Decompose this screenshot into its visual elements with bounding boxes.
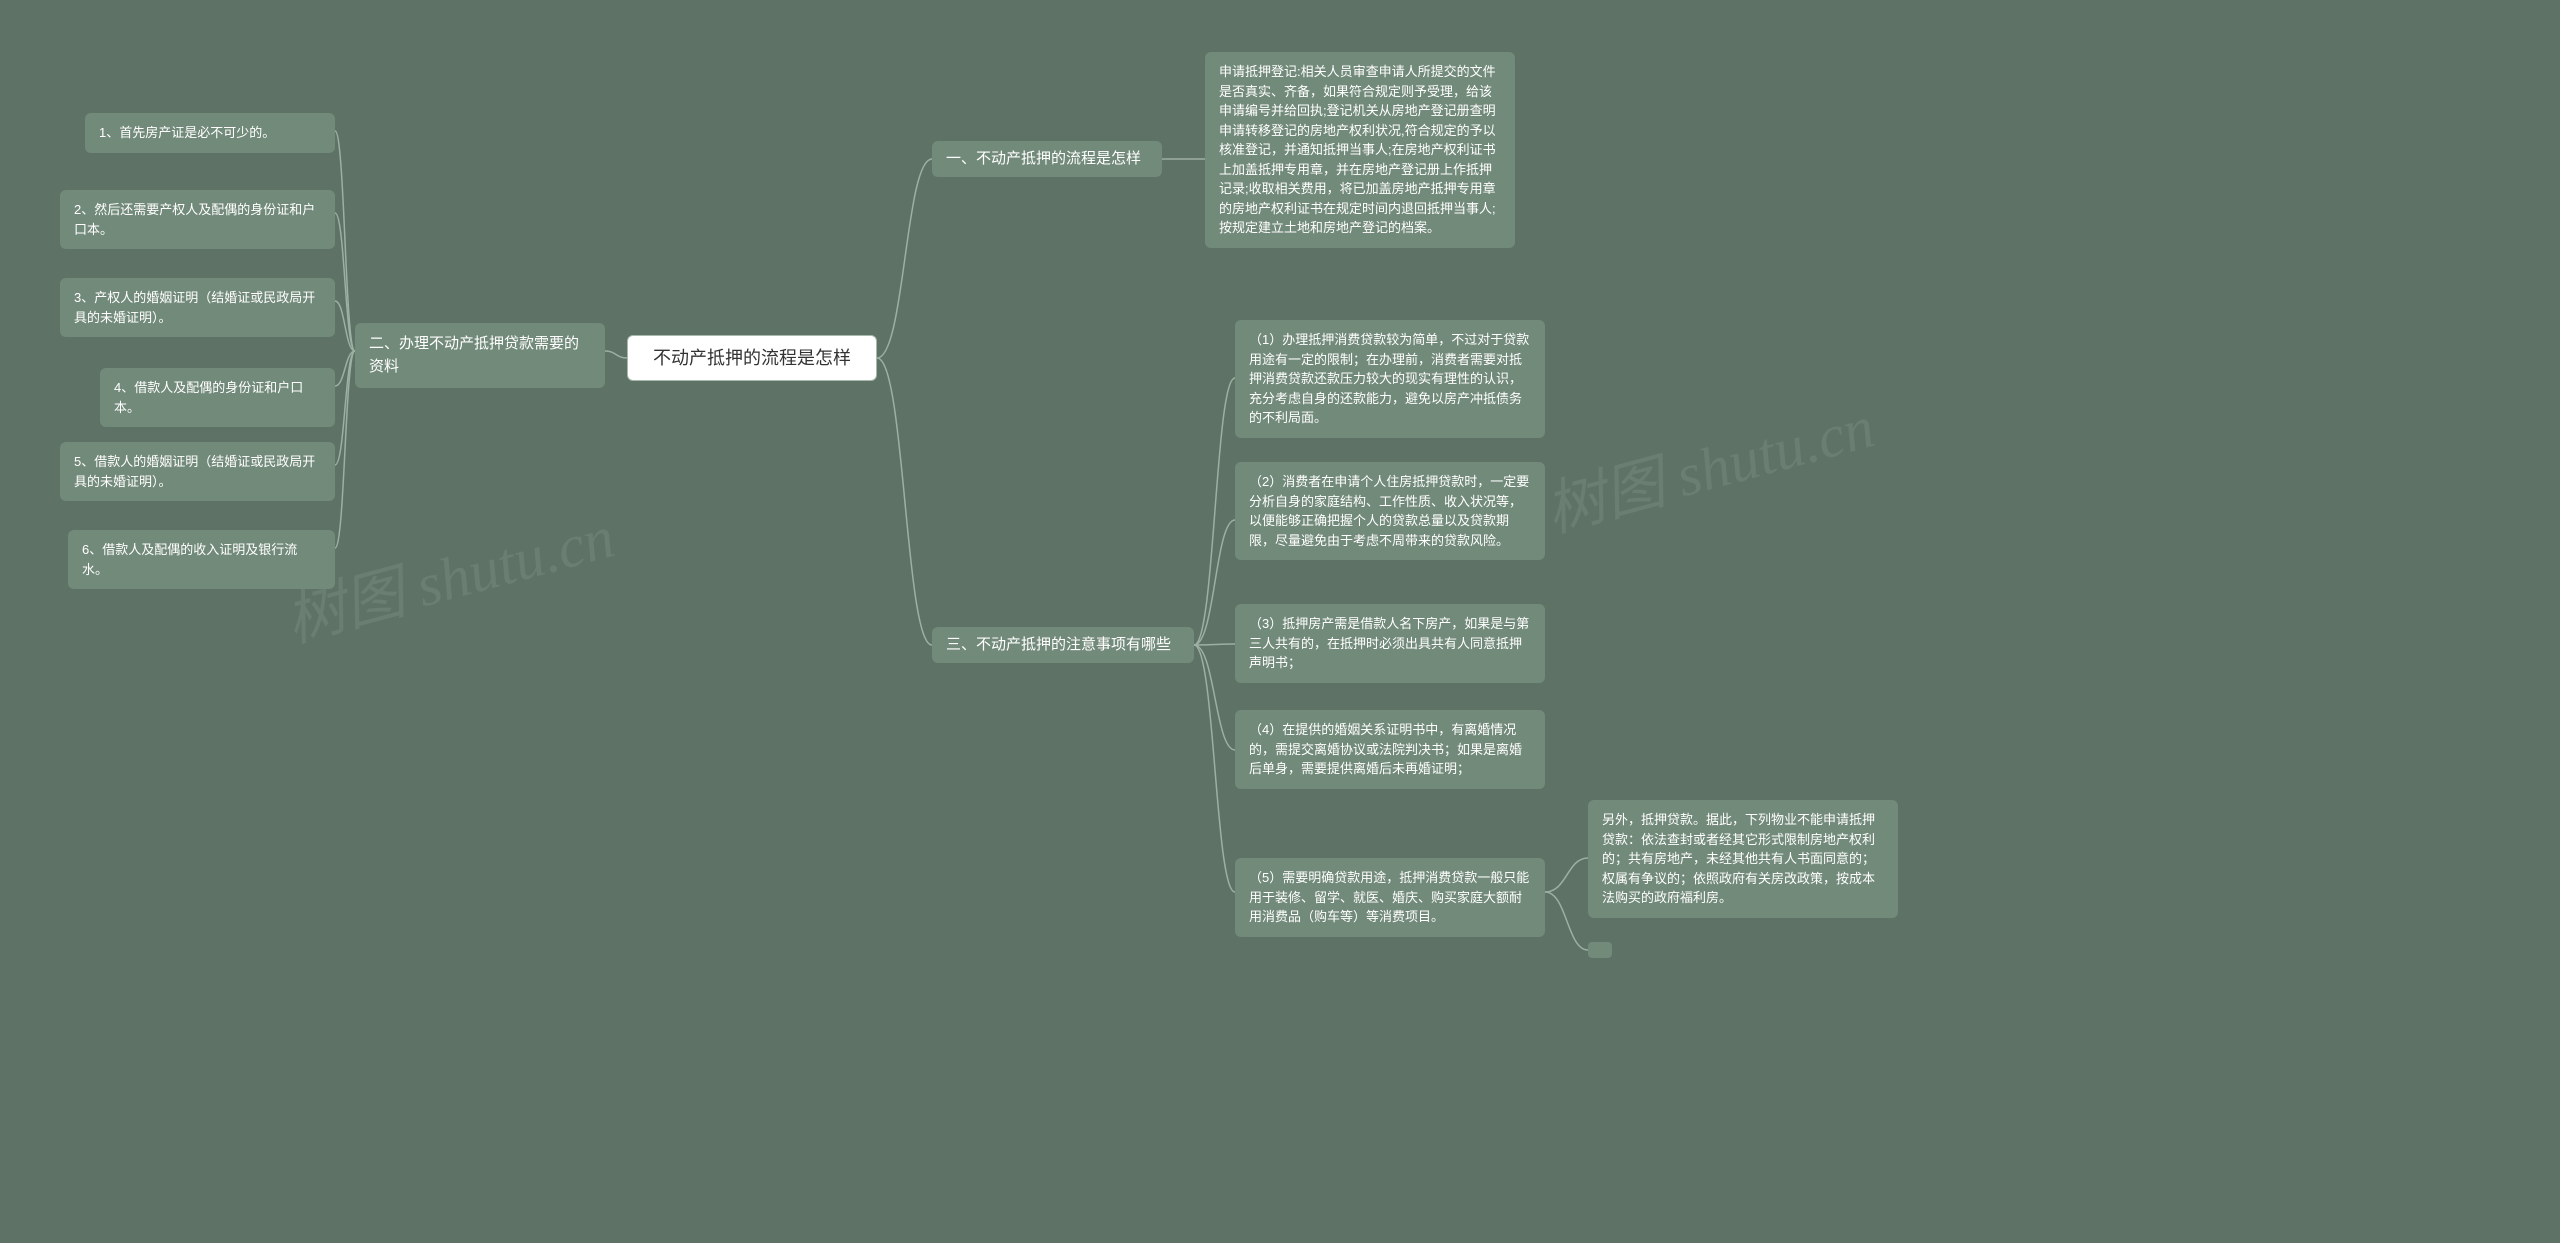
branch-3-label: 三、不动产抵押的注意事项有哪些 (946, 634, 1171, 657)
leaf-label: 3、产权人的婚姻证明（结婚证或民政局开具的未婚证明）。 (74, 288, 321, 327)
branch-1-label: 一、不动产抵押的流程是怎样 (946, 148, 1141, 171)
branch-2-label: 二、办理不动产抵押贷款需要的资料 (369, 333, 591, 378)
branch-1-leaf-1[interactable]: 申请抵押登记:相关人员审查申请人所提交的文件是否真实、齐备，如果符合规定则予受理… (1205, 52, 1515, 248)
watermark: 树图 shutu.cn (1534, 378, 1882, 549)
branch-3-leaf-5-child-1[interactable]: 另外，抵押贷款。据此，下列物业不能申请抵押贷款：依法查封或者经其它形式限制房地产… (1588, 800, 1898, 918)
leaf-label: （1）办理抵押消费贷款较为简单，不过对于贷款用途有一定的限制；在办理前，消费者需… (1249, 330, 1531, 428)
branch-3[interactable]: 三、不动产抵押的注意事项有哪些 (932, 627, 1194, 663)
leaf-label: 申请抵押登记:相关人员审查申请人所提交的文件是否真实、齐备，如果符合规定则予受理… (1219, 62, 1501, 238)
root-node[interactable]: 不动产抵押的流程是怎样 (627, 335, 877, 381)
branch-3-leaf-3[interactable]: （3）抵押房产需是借款人名下房产，如果是与第三人共有的，在抵押时必须出具共有人同… (1235, 604, 1545, 683)
root-label: 不动产抵押的流程是怎样 (653, 345, 851, 372)
branch-2-leaf-5[interactable]: 5、借款人的婚姻证明（结婚证或民政局开具的未婚证明）。 (60, 442, 335, 501)
branch-3-leaf-5[interactable]: （5）需要明确贷款用途，抵押消费贷款一般只能用于装修、留学、就医、婚庆、购买家庭… (1235, 858, 1545, 937)
branch-2-leaf-6[interactable]: 6、借款人及配偶的收入证明及银行流水。 (68, 530, 335, 589)
branch-2[interactable]: 二、办理不动产抵押贷款需要的资料 (355, 323, 605, 388)
leaf-label: （5）需要明确贷款用途，抵押消费贷款一般只能用于装修、留学、就医、婚庆、购买家庭… (1249, 868, 1531, 927)
branch-2-leaf-3[interactable]: 3、产权人的婚姻证明（结婚证或民政局开具的未婚证明）。 (60, 278, 335, 337)
leaf-label: （4）在提供的婚姻关系证明书中，有离婚情况的，需提交离婚协议或法院判决书；如果是… (1249, 720, 1531, 779)
leaf-label: （2）消费者在申请个人住房抵押贷款时，一定要分析自身的家庭结构、工作性质、收入状… (1249, 472, 1531, 550)
branch-2-leaf-2[interactable]: 2、然后还需要产权人及配偶的身份证和户口本。 (60, 190, 335, 249)
branch-2-leaf-4[interactable]: 4、借款人及配偶的身份证和户口本。 (100, 368, 335, 427)
branch-3-leaf-2[interactable]: （2）消费者在申请个人住房抵押贷款时，一定要分析自身的家庭结构、工作性质、收入状… (1235, 462, 1545, 560)
branch-3-leaf-1[interactable]: （1）办理抵押消费贷款较为简单，不过对于贷款用途有一定的限制；在办理前，消费者需… (1235, 320, 1545, 438)
leaf-label: 5、借款人的婚姻证明（结婚证或民政局开具的未婚证明）。 (74, 452, 321, 491)
leaf-label: 6、借款人及配偶的收入证明及银行流水。 (82, 540, 321, 579)
leaf-label: 1、首先房产证是必不可少的。 (99, 123, 275, 143)
branch-3-leaf-5-child-2[interactable] (1588, 942, 1612, 958)
branch-2-leaf-1[interactable]: 1、首先房产证是必不可少的。 (85, 113, 335, 153)
leaf-label: 4、借款人及配偶的身份证和户口本。 (114, 378, 321, 417)
leaf-label: （3）抵押房产需是借款人名下房产，如果是与第三人共有的，在抵押时必须出具共有人同… (1249, 614, 1531, 673)
leaf-label: 2、然后还需要产权人及配偶的身份证和户口本。 (74, 200, 321, 239)
branch-1[interactable]: 一、不动产抵押的流程是怎样 (932, 141, 1162, 177)
branch-3-leaf-4[interactable]: （4）在提供的婚姻关系证明书中，有离婚情况的，需提交离婚协议或法院判决书；如果是… (1235, 710, 1545, 789)
leaf-label: 另外，抵押贷款。据此，下列物业不能申请抵押贷款：依法查封或者经其它形式限制房地产… (1602, 810, 1884, 908)
